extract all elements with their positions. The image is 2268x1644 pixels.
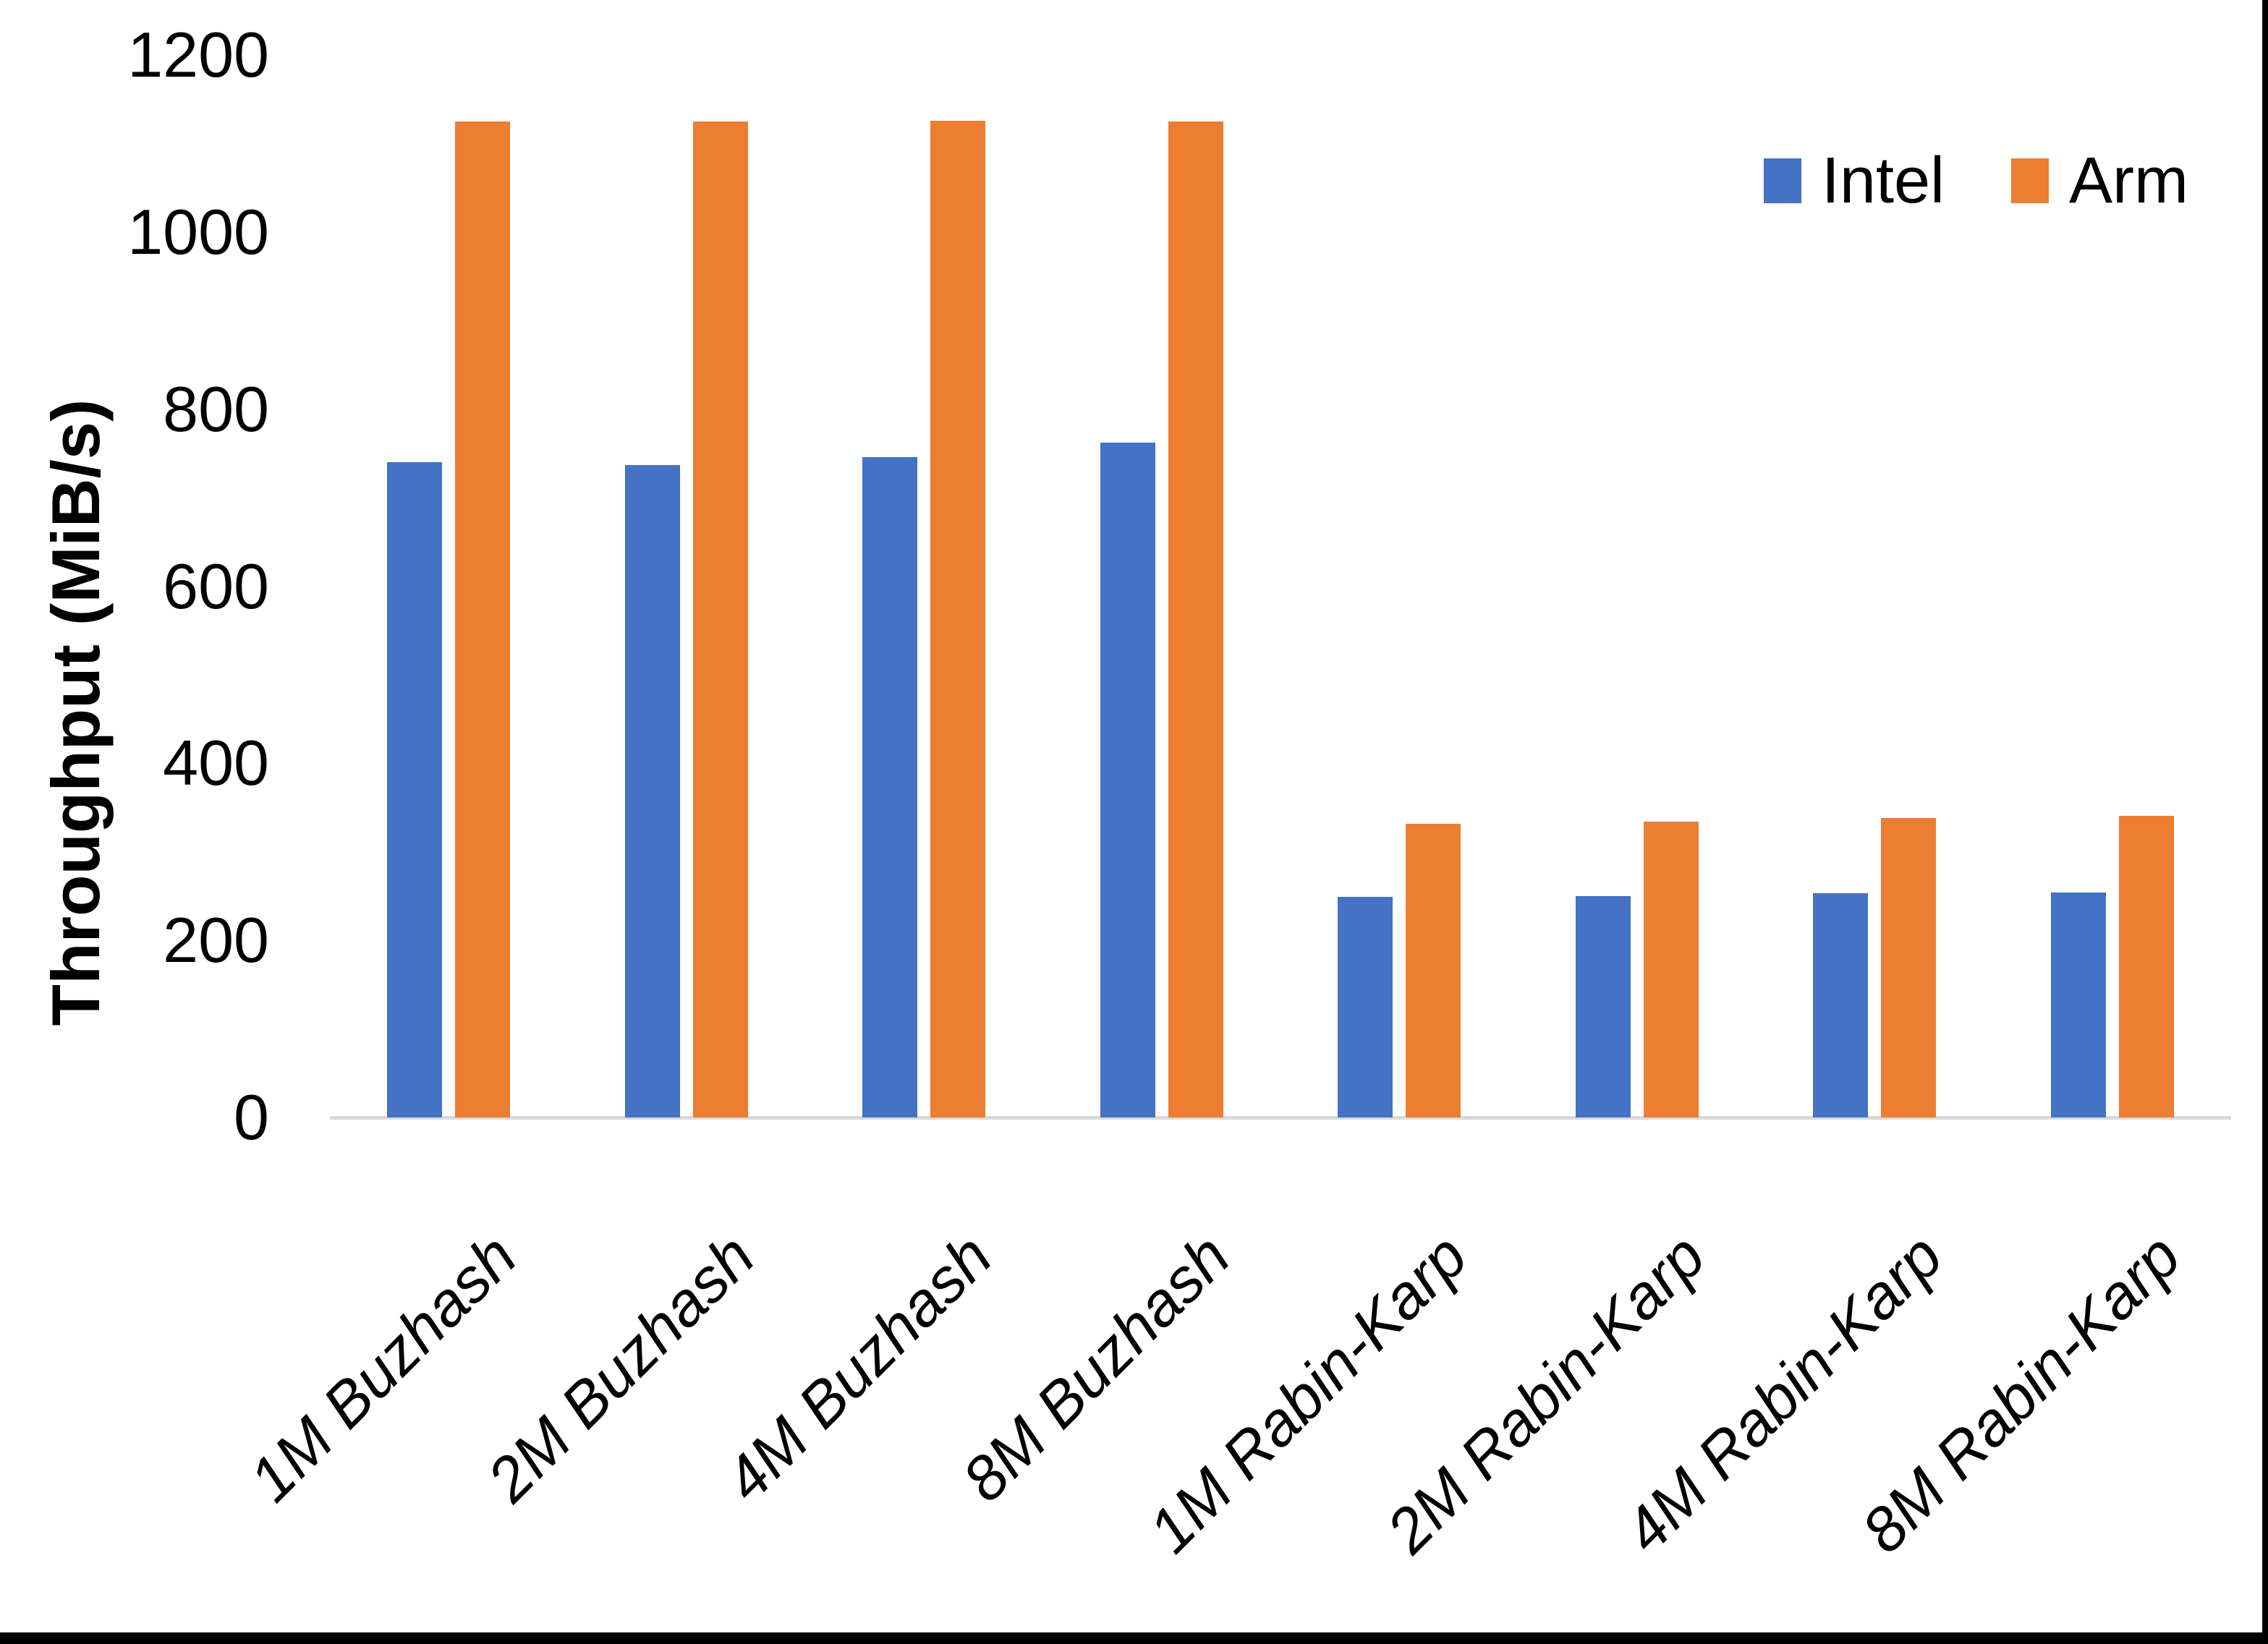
bar-arm-8m-rabin-karp	[2119, 816, 2174, 1117]
legend-item-intel: Intel	[1763, 145, 1945, 217]
bar-arm-4m-rabin-karp	[1881, 818, 1936, 1117]
bar-intel-1m-rabin-karp	[1338, 897, 1393, 1117]
legend-swatch-arm	[2011, 158, 2050, 203]
y-tick-label: 600	[163, 550, 269, 622]
bar-intel-1m-buzhash	[387, 462, 442, 1117]
bar-arm-1m-rabin-karp	[1406, 824, 1461, 1117]
bar-intel-8m-buzhash	[1100, 443, 1155, 1117]
y-tick-label: 1200	[127, 19, 269, 90]
screenshot-right-border	[2262, 0, 2268, 1644]
bar-intel-4m-buzhash	[862, 457, 917, 1117]
screenshot-bottom-border	[0, 1632, 2268, 1644]
y-axis-title: Throughput (MiB/s)	[38, 399, 114, 1026]
bar-arm-2m-rabin-karp	[1644, 822, 1699, 1117]
y-tick-label: 0	[234, 1081, 269, 1153]
legend-label: Arm	[2069, 145, 2188, 217]
legend-item-arm: Arm	[2011, 148, 2188, 213]
y-tick-label: 1000	[127, 195, 269, 268]
bar-intel-4m-rabin-karp	[1813, 893, 1868, 1117]
bar-intel-2m-buzhash	[625, 465, 680, 1117]
legend-label: Intel	[1821, 145, 1945, 217]
y-tick-label: 400	[163, 727, 269, 799]
bar-arm-8m-buzhash	[1168, 122, 1223, 1117]
bar-intel-8m-rabin-karp	[2051, 893, 2106, 1117]
bar-arm-2m-buzhash	[693, 122, 748, 1117]
bar-arm-4m-buzhash	[930, 121, 985, 1117]
y-tick-label: 200	[163, 904, 269, 976]
y-tick-label: 800	[163, 372, 269, 445]
x-axis-line	[330, 1116, 2231, 1120]
legend-swatch-intel	[1763, 158, 1801, 203]
bar-arm-1m-buzhash	[455, 122, 510, 1117]
legend: Intel Arm	[1763, 145, 2188, 217]
bar-intel-2m-rabin-karp	[1576, 896, 1631, 1117]
